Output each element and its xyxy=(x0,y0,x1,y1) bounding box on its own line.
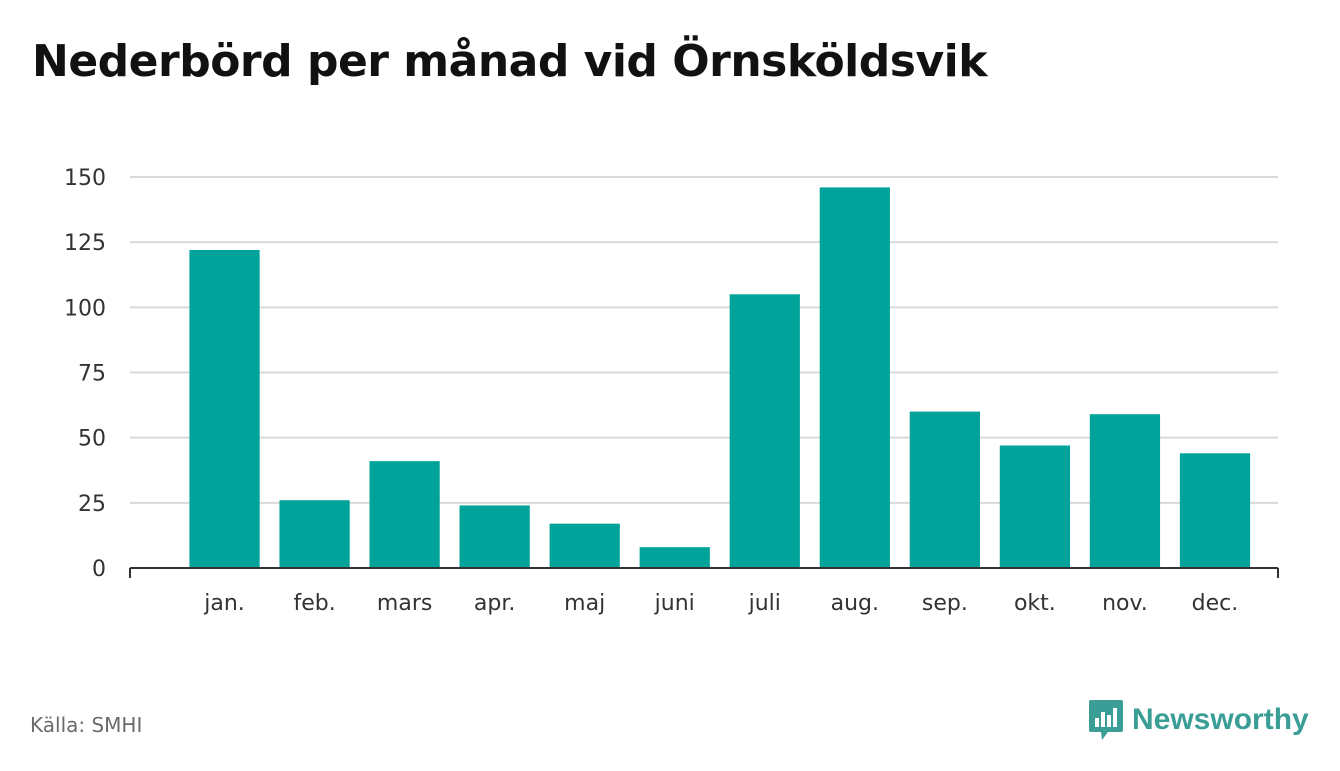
bar-aug xyxy=(819,187,890,568)
y-tick-labels: 0 25 50 75 100 125 150 xyxy=(64,166,106,582)
bar-okt xyxy=(999,445,1071,568)
bar-nov xyxy=(1089,414,1161,568)
bar-apr xyxy=(459,505,530,568)
x-tick-label: nov. xyxy=(1102,591,1148,616)
chart-title: Nederbörd per månad vid Örnsköldsvik xyxy=(32,36,987,87)
x-tick-label: okt. xyxy=(1014,591,1056,616)
y-tick-label: 25 xyxy=(78,492,106,517)
bar-juni xyxy=(639,547,710,568)
bar-sep xyxy=(909,411,980,568)
x-tick-label: maj xyxy=(564,591,605,616)
bar-feb xyxy=(279,500,350,568)
bar-juli xyxy=(729,294,800,568)
y-tick-label: 75 xyxy=(78,362,106,387)
x-tick-label: apr. xyxy=(474,591,515,616)
source-note: Källa: SMHI xyxy=(30,713,143,737)
y-tick-label: 50 xyxy=(78,427,106,452)
x-tick-labels: jan. feb. mars apr. maj juni juli aug. sep. okt. n… xyxy=(203,591,1238,616)
bars xyxy=(189,187,1251,568)
x-tick-label: sep. xyxy=(922,591,968,616)
brand-logo: Newsworthy xyxy=(1088,698,1309,742)
y-tick-label: 0 xyxy=(92,557,106,582)
x-axis xyxy=(129,567,1279,578)
x-tick-label: juli xyxy=(748,591,781,616)
bar-mars xyxy=(369,461,440,568)
x-tick-label: feb. xyxy=(293,591,335,616)
x-tick-label: juni xyxy=(654,591,695,616)
x-tick-label: aug. xyxy=(831,591,879,616)
y-tick-label: 150 xyxy=(64,166,106,191)
bar-dec xyxy=(1179,453,1251,568)
y-tick-label: 125 xyxy=(64,231,106,256)
brand-name: Newsworthy xyxy=(1132,703,1309,736)
x-tick-label: jan. xyxy=(203,591,245,616)
newsworthy-logo-icon xyxy=(1089,700,1123,740)
bar-jan xyxy=(189,249,260,568)
x-tick-label: mars xyxy=(377,591,432,616)
x-tick-label: dec. xyxy=(1192,591,1239,616)
bar-maj xyxy=(549,523,620,568)
y-tick-label: 100 xyxy=(64,296,106,321)
